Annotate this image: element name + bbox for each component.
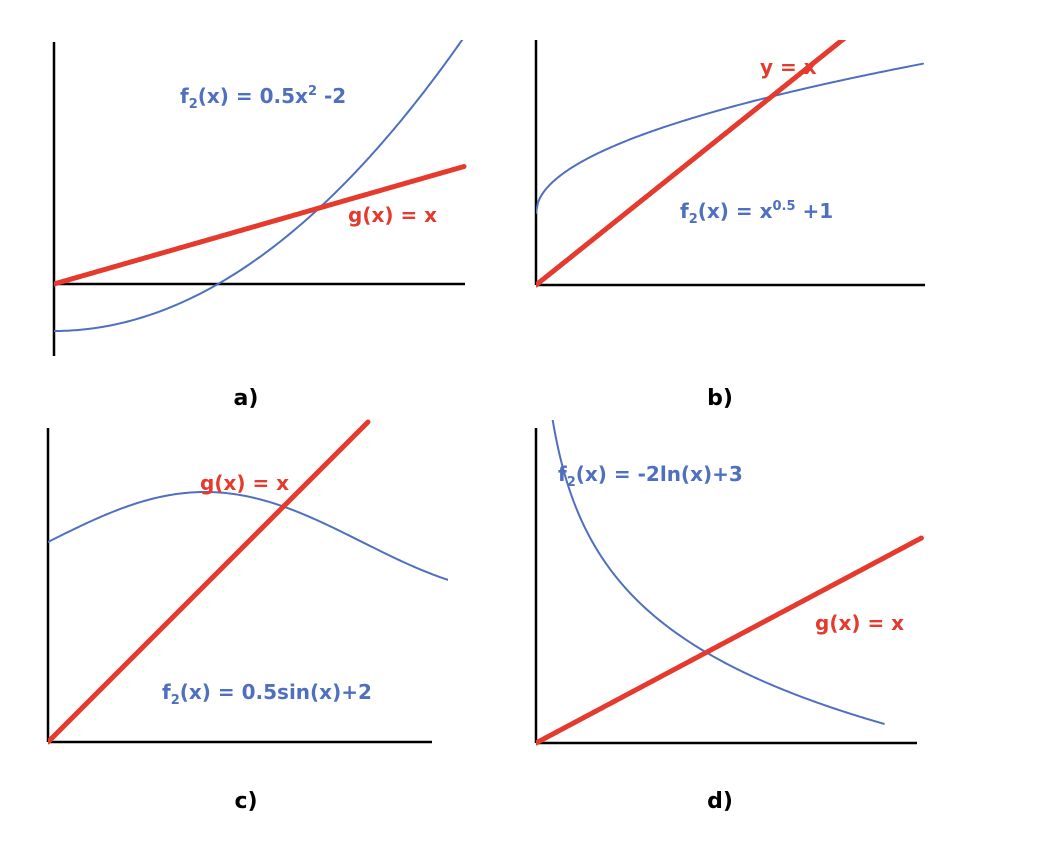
label-subscript: 2 <box>689 212 698 227</box>
label-subscript: 2 <box>567 475 576 490</box>
panel-c: c) g(x) = x f2(x) = 0.5sin(x)+2 <box>46 419 448 814</box>
panel-b: b) y = x f2(x) = x0.5 +1 <box>534 40 925 411</box>
panel-c-plot-area <box>48 419 448 745</box>
panel-a: a) f2(x) = 0.5x2 -2 g(x) = x <box>52 40 467 411</box>
panel-b-series-red-line <box>536 40 847 288</box>
panel-d-plot-area <box>536 420 924 746</box>
panel-b-series-blue-line <box>536 62 924 214</box>
panel-c-series-red-line <box>48 419 371 745</box>
panel-b-red-series-label: y = x <box>760 55 817 79</box>
panel-d-blue-series-label: f2(x) = -2ln(x)+3 <box>558 462 743 490</box>
panel-b-blue-series-label: f2(x) = x0.5 +1 <box>680 199 833 227</box>
panel-d-label: d) <box>707 789 733 814</box>
label-superscript: 0.5 <box>773 199 796 214</box>
label-main: f <box>162 680 171 704</box>
panel-b-label: b) <box>707 386 733 411</box>
label-body: (x) = 0.5sin(x)+2 <box>180 680 372 704</box>
label-main: f <box>180 84 189 108</box>
label-tail: +1 <box>796 199 834 223</box>
panel-c-red-series-label: g(x) = x <box>200 471 289 495</box>
label-body: (x) = 0.5x <box>198 84 308 108</box>
label-main: f <box>680 199 689 223</box>
panel-d-red-series-label: g(x) = x <box>815 611 904 635</box>
label-body: (x) = <box>576 462 638 486</box>
panel-d-series-red-line <box>536 535 924 746</box>
panel-a-series-blue-line <box>54 40 464 332</box>
label-tail: -2 <box>317 84 346 108</box>
panel-b-plot-area <box>536 40 924 288</box>
panel-a-red-series-label: g(x) = x <box>348 203 437 227</box>
panel-c-series-blue-line <box>48 490 448 581</box>
label-tail: -2ln(x)+3 <box>638 462 743 486</box>
panel-c-label: c) <box>234 789 257 814</box>
label-superscript: 2 <box>308 84 317 99</box>
panel-a-plot-area <box>54 40 467 332</box>
panel-a-series-red-line <box>54 164 467 287</box>
panel-c-blue-series-label: f2(x) = 0.5sin(x)+2 <box>162 680 372 708</box>
label-subscript: 2 <box>171 693 180 708</box>
label-body: (x) = x <box>698 199 773 223</box>
panel-d-series-blue-line <box>551 420 885 725</box>
panel-a-label: a) <box>234 386 259 411</box>
label-main: f <box>558 462 567 486</box>
panel-a-blue-series-label: f2(x) = 0.5x2 -2 <box>180 84 346 112</box>
panel-d: d) f2(x) = -2ln(x)+3 g(x) = x <box>534 420 924 814</box>
label-subscript: 2 <box>189 97 198 112</box>
